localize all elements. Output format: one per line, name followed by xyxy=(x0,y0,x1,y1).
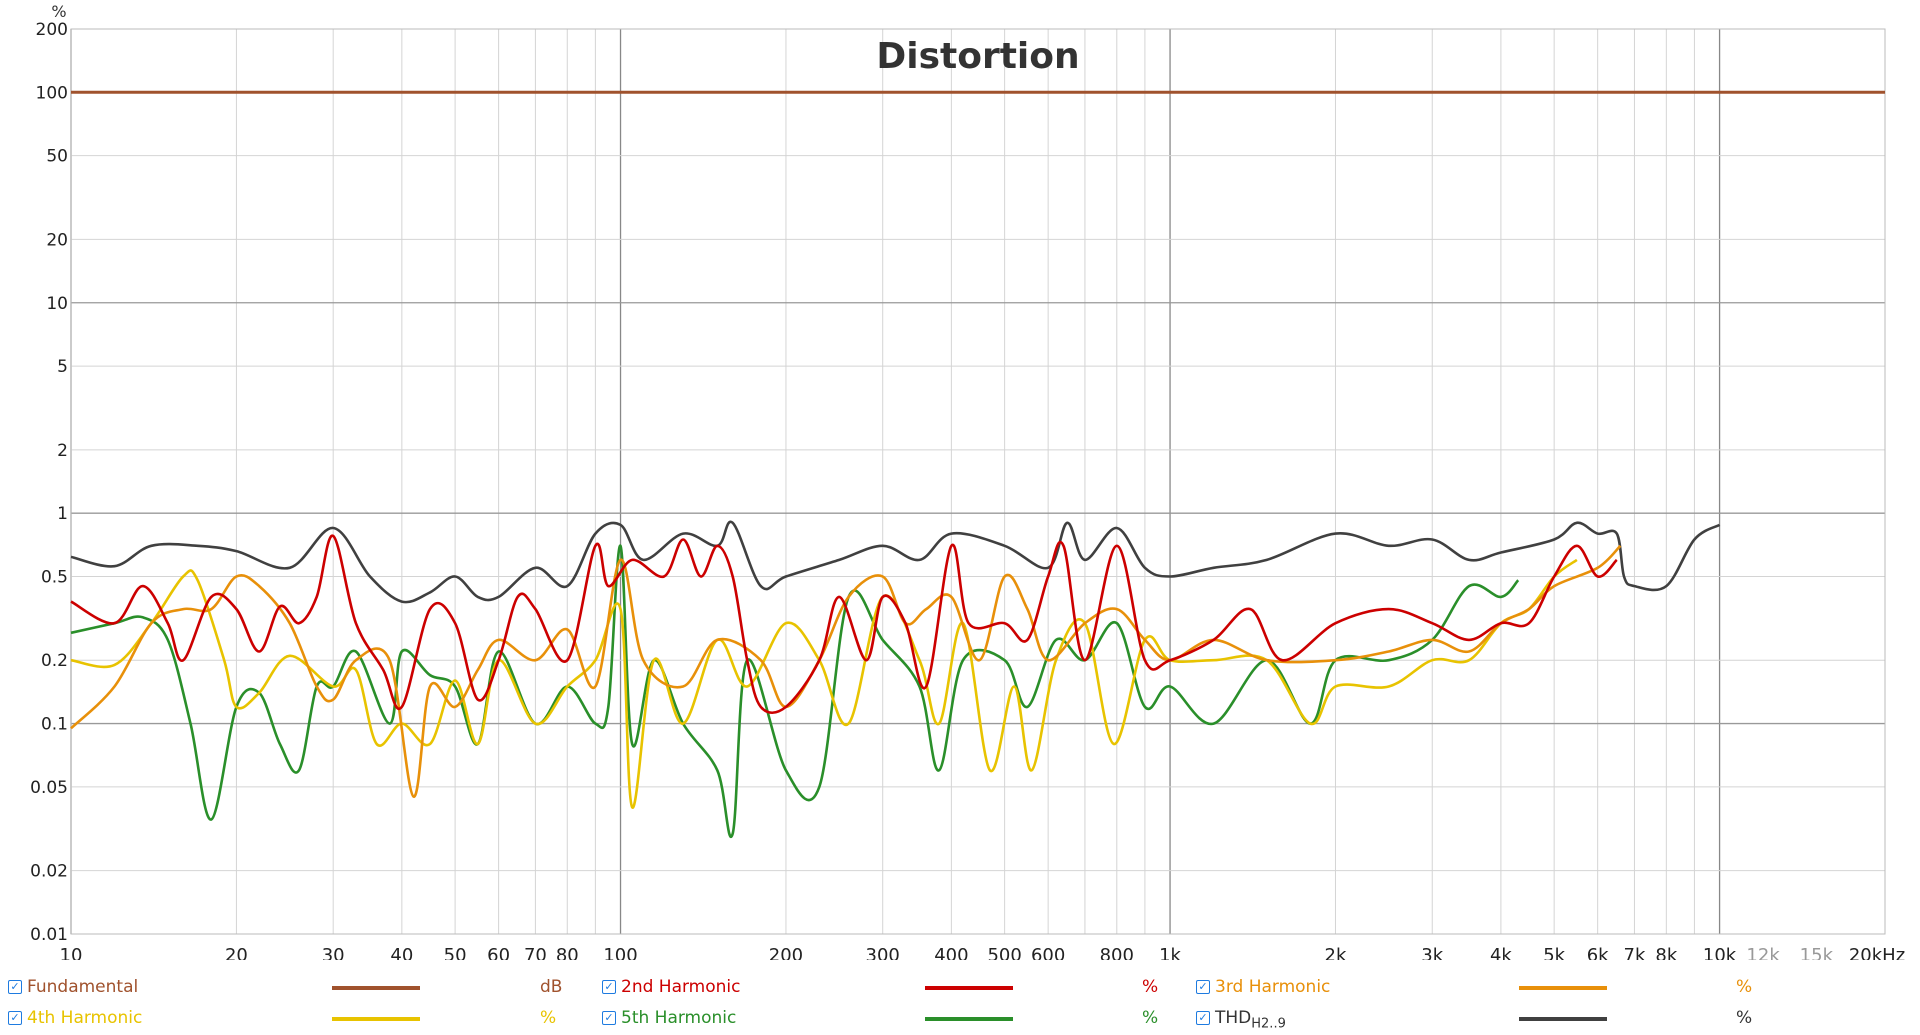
y-axis-unit: % xyxy=(51,2,66,21)
y-tick-label: 0.01 xyxy=(30,925,68,945)
x-tick-label: 4k xyxy=(1490,945,1512,960)
legend-item-5th-harmonic[interactable]: ✓ 5th Harmonic% xyxy=(602,1008,1172,1032)
x-tick-label: 60 xyxy=(487,945,510,960)
plot-border xyxy=(70,28,1886,935)
legend-unit: % xyxy=(1736,1008,1753,1028)
y-tick-label: 100 xyxy=(36,83,68,103)
series-line-5th-harmonic xyxy=(70,544,1520,838)
x-tick-label: 2k xyxy=(1325,945,1347,960)
x-tick-label: 10k xyxy=(1703,945,1737,960)
x-tick-label: 80 xyxy=(556,945,579,960)
legend-label-text: 5th Harmonic xyxy=(621,1008,737,1028)
legend-swatch xyxy=(925,1017,1013,1021)
y-tick-label: 1 xyxy=(57,504,68,524)
legend-checkbox[interactable]: ✓ xyxy=(8,980,22,994)
x-tick-label: 400 xyxy=(934,945,968,960)
legend-unit: dB xyxy=(540,977,563,997)
y-tick-label: 20 xyxy=(46,230,68,250)
legend-label-text: 4th Harmonic xyxy=(27,1008,143,1028)
legend-unit: % xyxy=(1142,977,1159,997)
x-tick-label: 8k xyxy=(1655,945,1677,960)
legend-item-3rd-harmonic[interactable]: ✓ 3rd Harmonic% xyxy=(1196,977,1766,1001)
x-tick-label: 1k xyxy=(1159,945,1181,960)
legend-unit: % xyxy=(540,1008,557,1028)
y-tick-label: 5 xyxy=(57,357,68,377)
legend-label-text: Fundamental xyxy=(27,977,139,997)
legend-checkbox[interactable]: ✓ xyxy=(8,1011,22,1025)
legend-label: 4th Harmonic xyxy=(27,1008,142,1028)
legend-label: 5th Harmonic xyxy=(621,1008,736,1028)
x-tick-label: 200 xyxy=(769,945,803,960)
x-tick-label: 40 xyxy=(390,945,413,960)
x-tick-label: 30 xyxy=(322,945,345,960)
legend-checkbox[interactable]: ✓ xyxy=(602,1011,616,1025)
grid xyxy=(70,28,1886,935)
legend-item-thd[interactable]: ✓ THDH2..9% xyxy=(1196,1008,1766,1032)
x-tick-label: 300 xyxy=(866,945,900,960)
x-tick-label: 3k xyxy=(1421,945,1443,960)
x-tick-label: 20 xyxy=(225,945,248,960)
legend-label-subscript: H2..9 xyxy=(1251,1016,1286,1032)
legend-item-fundamental[interactable]: ✓ Fundamental dB xyxy=(8,977,570,1001)
legend-label-text: THD xyxy=(1215,1008,1252,1028)
legend-swatch xyxy=(1519,1017,1607,1021)
chart-title: Distortion xyxy=(876,36,1079,77)
legend-unit: % xyxy=(1142,1008,1159,1028)
y-tick-label: 0.02 xyxy=(30,862,68,882)
x-tick-label: 100 xyxy=(603,945,637,960)
x-tick-label: 70 xyxy=(524,945,547,960)
legend-swatch xyxy=(1519,986,1607,990)
distortion-chart: 10 20 30 40 50 60 70 80 100 200 300 400 500 600 800 1k 2… xyxy=(30,2,1905,960)
x-tick-label: 12k xyxy=(1746,945,1780,960)
x-tick-label: 800 xyxy=(1100,945,1134,960)
legend-swatch xyxy=(925,986,1013,990)
x-tick-label: 600 xyxy=(1031,945,1065,960)
legend-label-text: 3rd Harmonic xyxy=(1215,977,1331,997)
axis-ticks: 10 20 30 40 50 60 70 80 100 200 300 400 500 600 800 1k 2… xyxy=(30,20,1905,960)
legend-checkbox[interactable]: ✓ xyxy=(1196,980,1210,994)
x-tick-label: 15k xyxy=(1800,945,1834,960)
y-tick-label: 0.2 xyxy=(41,651,68,671)
y-tick-label: 0.5 xyxy=(41,568,68,588)
series-line-thd xyxy=(70,520,1721,604)
x-tick-label: 10 xyxy=(60,945,83,960)
legend-label: Fundamental xyxy=(27,977,138,997)
y-tick-label: 200 xyxy=(36,20,68,40)
y-tick-label: 0.1 xyxy=(41,715,68,735)
y-tick-label: 2 xyxy=(57,441,68,461)
legend-checkbox[interactable]: ✓ xyxy=(1196,1011,1210,1025)
legend-label: 3rd Harmonic xyxy=(1215,977,1330,997)
legend-label: 2nd Harmonic xyxy=(621,977,740,997)
legend-item-4th-harmonic[interactable]: ✓ 4th Harmonic% xyxy=(8,1008,570,1032)
legend-swatch xyxy=(332,1017,420,1021)
legend-label-text: 2nd Harmonic xyxy=(621,977,741,997)
legend-unit: % xyxy=(1736,977,1753,997)
x-tick-label: 5k xyxy=(1543,945,1565,960)
series-line-2nd-harmonic xyxy=(70,534,1618,715)
x-tick-label: 50 xyxy=(444,945,467,960)
x-tick-label: 20kHz xyxy=(1849,945,1905,960)
curves xyxy=(70,90,1885,838)
legend-swatch xyxy=(332,986,420,990)
series-line-3rd-harmonic xyxy=(70,544,1622,798)
legend-label: THDH2..9 xyxy=(1215,1008,1286,1031)
y-tick-label: 10 xyxy=(46,294,68,314)
x-tick-label: 500 xyxy=(987,945,1021,960)
y-tick-label: 50 xyxy=(46,147,68,167)
x-tick-label: 6k xyxy=(1587,945,1609,960)
x-tick-label: 7k xyxy=(1624,945,1646,960)
y-tick-label: 0.05 xyxy=(30,778,68,798)
legend-checkbox[interactable]: ✓ xyxy=(602,980,616,994)
legend-item-2nd-harmonic[interactable]: ✓ 2nd Harmonic% xyxy=(602,977,1172,1001)
